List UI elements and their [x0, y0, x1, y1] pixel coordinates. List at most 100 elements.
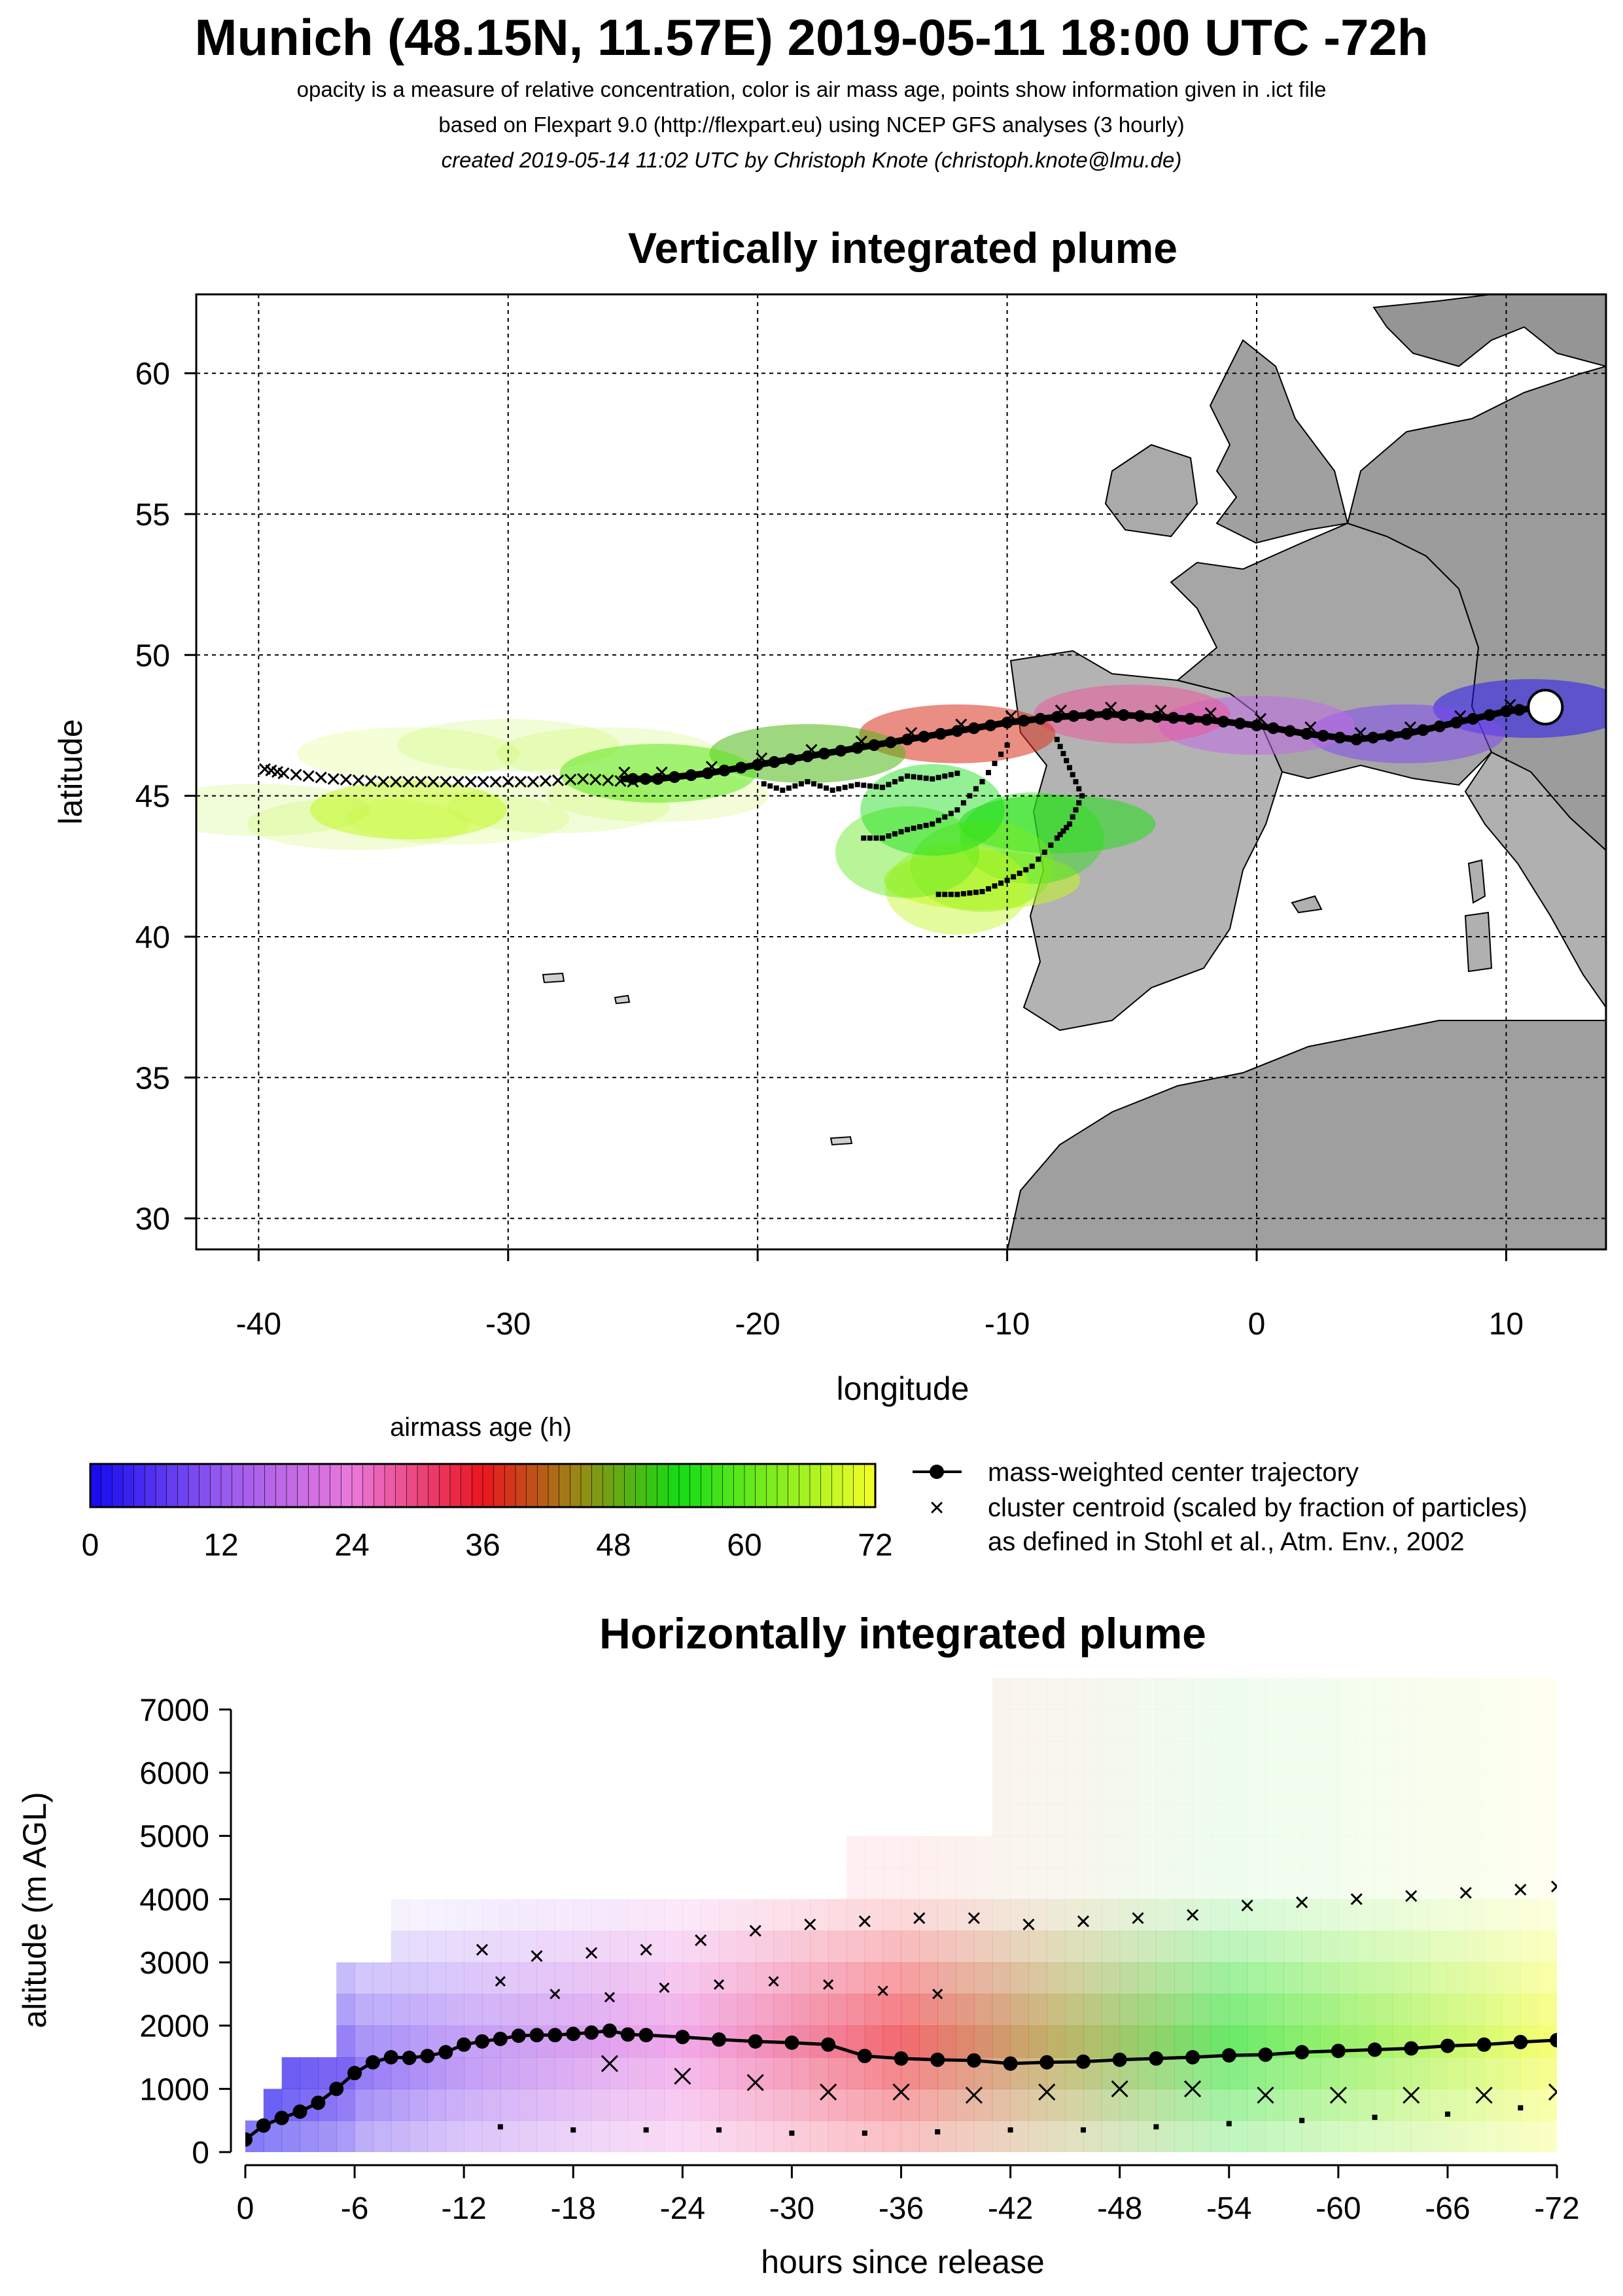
profile-age-tile [1338, 1709, 1357, 1742]
profile-age-tile [1356, 1835, 1376, 1868]
map-trajectory-point [1417, 724, 1429, 737]
profile-age-tile [518, 2089, 538, 2121]
profile-age-tile [1447, 2120, 1467, 2152]
profile-age-tile [1193, 2089, 1212, 2121]
profile-age-tile [1210, 1868, 1230, 1900]
map-trajectory-point [818, 748, 830, 760]
profile-age-tile [1247, 1930, 1266, 1963]
profile-age-tile [864, 2120, 884, 2152]
profile-age-tile [1065, 2120, 1084, 2152]
profile-xtick-label: -66 [1425, 2191, 1470, 2226]
profile-age-tile [609, 2057, 629, 2089]
cross-stroke [1548, 2091, 1557, 2101]
profile-trajectory-point [1404, 2041, 1419, 2056]
profile-age-tile [1028, 1678, 1047, 1710]
profile-age-tile [573, 1962, 592, 1994]
profile-age-tile [1265, 1804, 1284, 1837]
cross-stroke [1550, 1880, 1557, 1888]
cross-stroke [1350, 1893, 1363, 1905]
profile-age-tile [482, 2057, 501, 2089]
profile-age-tile [773, 2057, 792, 2089]
profile-age-tile [1484, 1741, 1503, 1773]
profile-trajectory-point [548, 2028, 563, 2043]
colorbar-cell [799, 1463, 811, 1508]
profile-age-tile [937, 1930, 956, 1963]
map-cluster-cross [551, 774, 565, 786]
profile-age-tile [1065, 1773, 1084, 1805]
profile-age-tile [719, 2089, 738, 2121]
profile-age-tile [409, 2089, 428, 2121]
cross-stroke [1514, 1883, 1527, 1896]
profile-age-tile [792, 1962, 811, 1994]
profile-trajectory-point [329, 2081, 344, 2096]
map-cluster-point [998, 752, 1004, 757]
colorbar-cell [689, 1463, 702, 1508]
profile-age-tile [956, 1962, 975, 1994]
colorbar-cell [853, 1463, 865, 1508]
profile-age-tile [864, 1930, 884, 1963]
cross-stroke [290, 769, 302, 781]
madeira-island [829, 1136, 853, 1146]
profile-age-tile [555, 2089, 574, 2121]
colorbar-cell [351, 1463, 364, 1508]
profile-xtick-label: -6 [341, 2191, 369, 2226]
profile-cluster-high [1132, 1912, 1144, 1924]
map-cluster-cross [514, 776, 527, 788]
profile-age-tile [1539, 1835, 1557, 1868]
profile-age-tile [1319, 1994, 1339, 2026]
profile-age-tile [1265, 1962, 1284, 1994]
cross-stroke [768, 1975, 779, 1987]
cross-stroke [1241, 1899, 1253, 1912]
profile-age-tile [1502, 1868, 1521, 1900]
profile-age-tile [336, 1994, 355, 2026]
profile-trajectory-point [748, 2034, 763, 2049]
colorbar-cell [657, 1463, 669, 1508]
cross-stroke [271, 765, 284, 778]
map-cluster-point [786, 785, 792, 791]
map-cluster-point [805, 779, 811, 785]
map-cluster-point [917, 774, 923, 780]
profile-age-tile [1283, 1804, 1302, 1837]
north-africa-landmass [1006, 1020, 1606, 1249]
map-cluster-point [773, 785, 779, 791]
profile-trajectory-point [457, 2037, 472, 2052]
profile-ytick-label: 0 [192, 2136, 209, 2170]
map-cluster-cross [577, 773, 589, 785]
profile-age-tile [1411, 1804, 1430, 1837]
profile-age-tile [882, 1962, 901, 1994]
profile-age-tile [1083, 1899, 1102, 1932]
profile-age-tile [518, 1962, 538, 1994]
profile-age-tile [1156, 1773, 1175, 1805]
cross-stroke [302, 770, 315, 782]
profile-age-tile [1465, 2057, 1485, 2089]
subtitle-credit: created 2019-05-14 11:02 UTC by Christop… [441, 148, 1182, 172]
map-cluster-point [811, 781, 817, 787]
profile-age-tile [555, 1962, 574, 1994]
profile-age-tile [1247, 1741, 1266, 1773]
profile-age-tile [391, 1930, 410, 1963]
profile-cluster-high [858, 1915, 871, 1928]
profile-age-tile [1539, 1804, 1557, 1837]
map-cluster-point [973, 786, 979, 791]
profile-age-tile [445, 1930, 464, 1963]
profile-age-tile [1119, 1773, 1139, 1805]
profile-trajectory-point [1367, 2042, 1382, 2057]
profile-cluster-bottom [1226, 2121, 1232, 2127]
profile-age-tile [882, 1868, 901, 1900]
profile-trajectory-point [438, 2045, 453, 2060]
profile-age-tile [1374, 1678, 1393, 1710]
profile-age-tile [919, 1962, 938, 1994]
profile-age-tile [1138, 2089, 1157, 2121]
cross-stroke [565, 773, 577, 786]
map-cluster-point [967, 890, 973, 896]
profile-age-tile [846, 1835, 865, 1868]
legend-dot-symbol [930, 1465, 944, 1479]
map-ytick-label: 60 [135, 357, 170, 392]
map-trajectory-point [801, 750, 814, 763]
profile-age-tile [518, 1930, 538, 1963]
profile-age-tile [1265, 2057, 1284, 2089]
profile-age-tile [810, 1994, 829, 2026]
profile-age-tile [1156, 1804, 1175, 1837]
colorbar-cell [275, 1463, 287, 1508]
